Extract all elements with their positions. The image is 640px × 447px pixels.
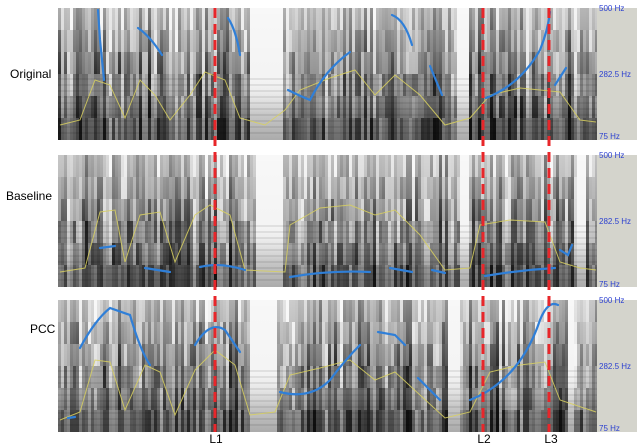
pitch-contour — [193, 326, 242, 354]
pitch-contour — [136, 26, 164, 57]
freq-label: 500 Hz — [599, 4, 624, 13]
pitch-contour — [416, 376, 442, 402]
pitch-contour — [98, 244, 117, 250]
pitch-contour — [558, 243, 574, 257]
pitch-contour — [78, 306, 152, 367]
axis-strip — [597, 155, 637, 287]
axis-strip — [597, 8, 637, 140]
marker-label: L2 — [477, 432, 491, 446]
pitch-contour — [468, 302, 560, 402]
freq-label: 500 Hz — [599, 151, 624, 160]
pitch-contour — [278, 343, 362, 396]
pitch-contour — [288, 270, 372, 279]
pitch-contour — [390, 13, 414, 47]
pitch-contour — [96, 8, 106, 82]
pitch-contour — [428, 64, 444, 97]
axis-strip — [597, 300, 637, 432]
envelope — [59, 204, 597, 273]
pitch-contour — [430, 268, 447, 275]
row-label: PCC — [30, 322, 56, 336]
envelope — [59, 69, 597, 126]
pitch-contour — [388, 266, 414, 274]
marker-label: L1 — [209, 432, 223, 446]
freq-label: 75 Hz — [599, 424, 620, 433]
freq-label: 282.5 Hz — [599, 362, 631, 371]
row-label: Baseline — [6, 189, 52, 203]
freq-label: 282.5 Hz — [599, 70, 631, 79]
pitch-contour — [376, 330, 407, 347]
pitch-contour — [484, 10, 552, 100]
spectrogram-shade — [58, 155, 597, 287]
pitch-contour — [198, 263, 247, 272]
pitch-contour — [286, 50, 352, 102]
pitch-contour — [553, 66, 568, 87]
pitch-contour — [66, 415, 77, 420]
pitch-contour — [143, 266, 172, 274]
axis-strips — [597, 8, 637, 432]
freq-label: 500 Hz — [599, 296, 624, 305]
freq-label: 282.5 Hz — [599, 217, 631, 226]
row-label: Original — [10, 67, 51, 81]
freq-label: 75 Hz — [599, 132, 620, 141]
pitch-contour — [226, 16, 242, 57]
freq-label: 75 Hz — [599, 280, 620, 289]
marker-label: L3 — [544, 432, 558, 446]
